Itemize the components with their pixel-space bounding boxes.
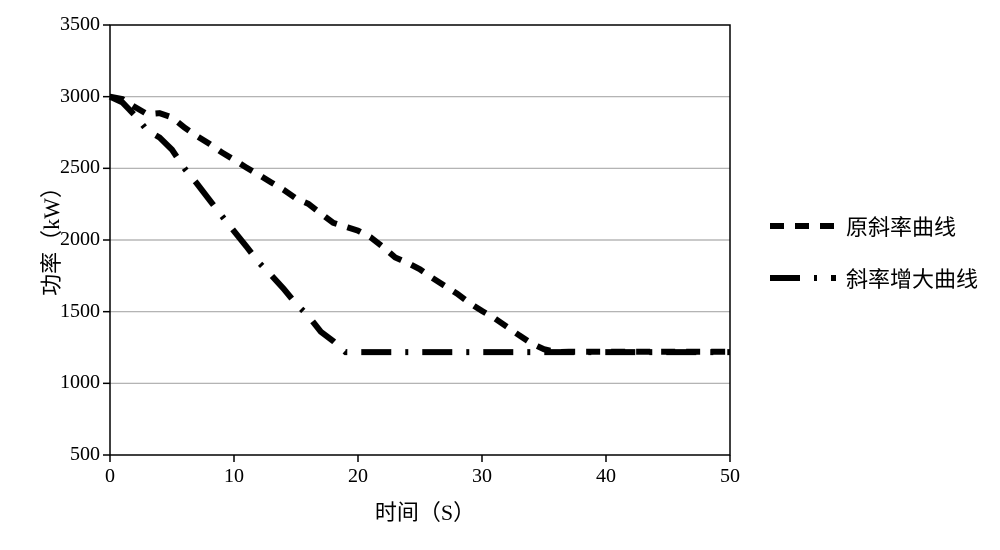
legend-label: 原斜率曲线 [846,210,956,242]
y-tick-label: 2000 [48,228,100,251]
x-tick-label: 40 [586,465,626,488]
y-tick-label: 2500 [48,156,100,179]
legend-label: 斜率增大曲线 [846,262,978,294]
x-tick-label: 10 [214,465,254,488]
legend-swatch [770,273,836,283]
y-tick-label: 500 [48,443,100,466]
y-tick-label: 3000 [48,85,100,108]
x-tick-label: 30 [462,465,502,488]
legend: 原斜率曲线斜率增大曲线 [770,210,978,314]
y-tick-label: 1500 [48,300,100,323]
x-tick-label: 50 [710,465,750,488]
y-tick-label: 1000 [48,371,100,394]
legend-swatch [770,221,836,231]
x-tick-label: 0 [90,465,130,488]
legend-item: 斜率增大曲线 [770,262,978,294]
legend-item: 原斜率曲线 [770,210,978,242]
x-axis-label: 时间（S） [355,495,495,527]
x-tick-label: 20 [338,465,378,488]
y-tick-label: 3500 [48,13,100,36]
chart-container: 功率（kW） 时间（S） 010203040505001000150020002… [0,0,1000,550]
